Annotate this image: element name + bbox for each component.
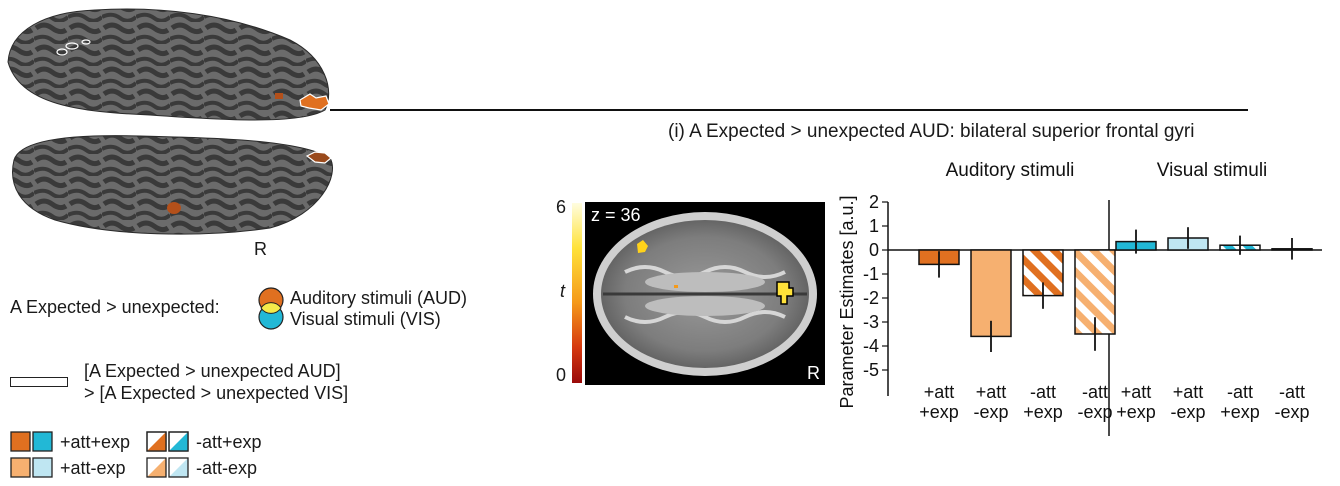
overlap-visual-label: Visual stimuli (VIS) (290, 309, 441, 329)
legend-label-natt-exp: -att+exp (196, 432, 262, 452)
bar-chart: 2 1 0 -1 -2 -3 -4 -5 Parameter Estimates [a.u.] A… (837, 160, 1322, 436)
slice-z-label: z = 36 (591, 205, 641, 225)
axial-slice-image (593, 212, 817, 376)
category-label: -att +exp (1023, 382, 1063, 422)
y-tick-label: 0 (869, 240, 879, 260)
axial-slice-panel: z = 36 R (585, 202, 825, 385)
category-label: -att -exp (1274, 382, 1309, 422)
difference-outline-3 (81, 39, 91, 45)
category-label: +att +exp (1116, 382, 1156, 422)
brain-surface-lower (12, 135, 333, 235)
y-tick-label: 1 (869, 216, 879, 236)
activation-frontal-upper (299, 93, 330, 111)
category-label: +att -exp (973, 382, 1008, 422)
activation-small-upper (275, 93, 283, 99)
difference-outline-1 (65, 42, 79, 50)
y-tick-label: -3 (863, 312, 879, 332)
difference-outline-swatch (10, 377, 68, 387)
brain-surface-upper (7, 8, 330, 121)
legend-label-att-nexp: +att-exp (60, 458, 126, 478)
category-label: +att +exp (919, 382, 959, 422)
category-label: -att -exp (1077, 382, 1112, 422)
legend-label-att-exp: +att+exp (60, 432, 131, 452)
category-label: +att -exp (1170, 382, 1205, 422)
group-title: Visual stimuli (1157, 160, 1268, 181)
activation-frontal-lower (305, 151, 332, 164)
overlap-auditory-label: Auditory stimuli (AUD) (290, 288, 468, 308)
y-tick-label: -5 (863, 360, 879, 380)
y-tick-label: 2 (869, 192, 879, 212)
difference-line2: > [A Expected > unexpected VIS] (84, 383, 349, 403)
colorbar-max: 6 (556, 197, 567, 217)
contrast-prefix: A Expected > unexpected: (10, 297, 220, 317)
difference-line1: [A Expected > unexpected AUD] (84, 361, 341, 381)
category-label: -att +exp (1220, 382, 1260, 422)
y-tick-label: -1 (863, 264, 879, 284)
group-title: Auditory stimuli (946, 160, 1075, 181)
colorbar-min: 0 (556, 365, 567, 385)
y-axis-title: Parameter Estimates [a.u.] (837, 195, 857, 408)
condition-legend-swatches (10, 431, 189, 478)
inflated-brain-surfaces (7, 8, 333, 235)
legend-label-natt-nexp: -att-exp (196, 458, 258, 478)
y-tick-label: -4 (863, 336, 879, 356)
y-tick-label: -2 (863, 288, 879, 308)
connector-line (330, 109, 1248, 111)
colorbar-title: t (560, 281, 566, 301)
chart-title: (i) A Expected > unexpected AUD: bilater… (668, 121, 1195, 142)
slice-side-label: R (807, 363, 820, 383)
hemisphere-r-label: R (254, 239, 267, 259)
activation-small-lower (167, 202, 181, 214)
difference-outline-2 (56, 48, 68, 56)
colorbar (572, 203, 582, 383)
overlap-venn-icon (258, 287, 284, 330)
